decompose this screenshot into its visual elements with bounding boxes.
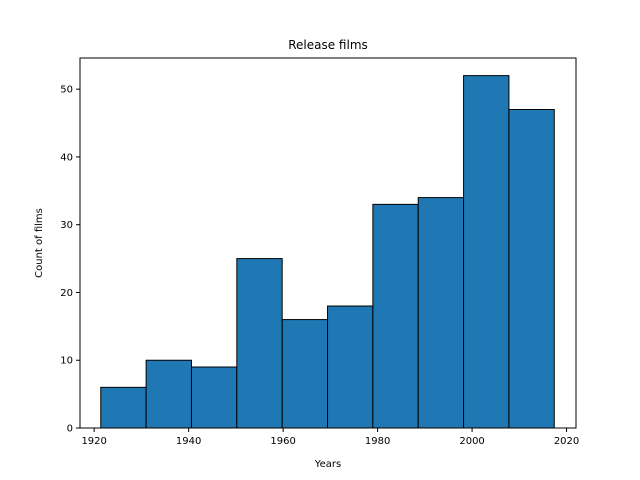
chart-title: Release films	[288, 38, 368, 52]
x-axis-label: Years	[314, 459, 341, 470]
plot-frame	[79, 57, 577, 429]
x-tick-label: 2020	[554, 436, 579, 447]
histogram-bar	[372, 203, 419, 429]
y-tick-label: 20	[60, 288, 73, 299]
x-tick-label: 1960	[270, 436, 295, 447]
histogram-bar	[417, 197, 465, 429]
histogram-bar	[100, 386, 147, 429]
y-tick-label: 10	[60, 356, 73, 367]
histogram-bar	[281, 319, 329, 429]
y-tick-label: 0	[67, 424, 73, 435]
x-axis: 1920 1940 1960 1980 2000 2020	[81, 428, 579, 447]
y-tick-label: 50	[60, 85, 73, 96]
y-tick-label: 40	[60, 152, 73, 163]
histogram-bar	[508, 109, 555, 429]
x-tick-label: 1980	[365, 436, 390, 447]
histogram-bar	[236, 258, 283, 429]
histogram-bar	[190, 366, 238, 429]
x-tick-label: 1940	[176, 436, 201, 447]
x-tick-label: 2000	[459, 436, 484, 447]
histogram-bar	[463, 75, 510, 429]
y-tick-label: 30	[60, 220, 73, 231]
y-axis: 0 10 20 30 40 50	[60, 85, 80, 435]
histogram-bar	[327, 305, 374, 429]
y-axis-label: Count of films	[34, 208, 45, 278]
histogram-bar	[145, 359, 192, 429]
x-tick-label: 1920	[81, 436, 106, 447]
bars-group	[100, 75, 555, 429]
